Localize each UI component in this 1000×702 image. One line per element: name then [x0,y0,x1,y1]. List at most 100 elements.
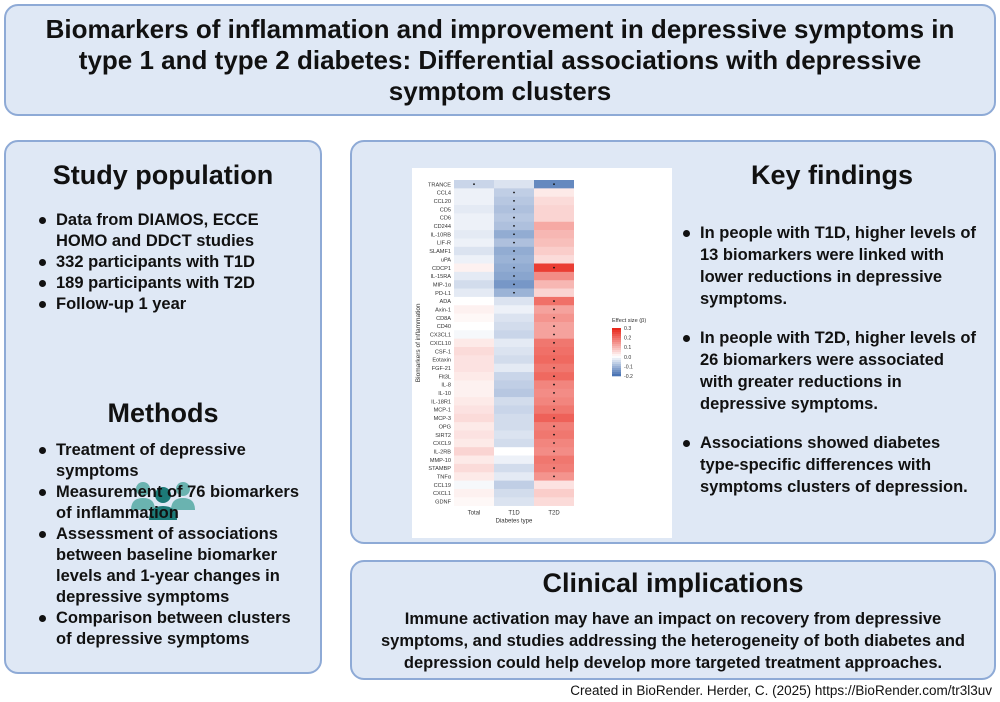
legend-swatch [612,368,621,371]
legend-tick: -0.1 [624,364,633,370]
heatmap-cell [494,463,534,473]
legend-tick: -0.2 [624,374,633,380]
significance-dot [513,291,515,294]
heatmap-cell [494,497,534,506]
row-label: CCL20 [434,199,451,205]
heatmap-cell [494,355,534,364]
heatmap-cell [454,405,494,415]
significance-dot [513,225,515,227]
study-population-list: Data from DIAMOS, ECCE HOMO and DDCT stu… [34,210,308,315]
row-label: MCP-1 [434,408,451,414]
heatmap-cell [454,455,494,465]
legend-swatch [612,366,621,369]
list-item: Measurement of 76 biomarkers of inflamma… [34,482,308,524]
legend-swatch [612,334,621,337]
heatmap-cell [454,497,494,506]
significance-dot [553,392,555,394]
heatmap-cell [454,430,494,440]
legend-tick: 0.2 [624,336,631,342]
legend-swatch [612,372,621,375]
heatmap-cell [454,472,494,481]
heatmap-cell [494,305,534,314]
row-label: CXCL10 [430,341,451,347]
heatmap-cell [494,380,534,390]
row-label: SIRT2 [435,433,451,439]
heatmap-cell [454,188,494,197]
clinical-implications-text: Immune activation may have an impact on … [380,610,966,672]
legend-swatch [612,348,621,351]
significance-dot [513,199,515,202]
people-group-icon [131,482,195,520]
legend-swatch [612,374,621,377]
row-label: LIF-R [437,241,451,247]
heatmap-cell [534,188,574,197]
heatmap-cell [454,280,494,289]
significance-dot [553,408,555,411]
heatmap-cell [534,213,574,223]
heatmap-cell [494,338,534,348]
legend-tick: 0.1 [624,345,631,351]
legend-swatch [612,330,621,333]
heatmap-cell [454,480,494,490]
significance-dot [553,442,555,444]
legend-swatch [612,370,621,373]
heatmap-cell [454,388,494,398]
list-item: 189 participants with T2D [34,273,308,294]
legend-swatch [612,364,621,367]
heatmap-cell [454,246,494,256]
significance-dot [513,233,515,236]
row-label: FGF-21 [432,366,451,372]
row-label: CD8A [436,316,451,322]
footer-credit: Created in BioRender. Herder, C. (2025) … [570,683,992,698]
key-findings-panel: Biomarkers of inflammation TRANCE CCL4 CCL2… [350,140,996,544]
legend-swatch [612,336,621,339]
legend-swatch [612,346,621,349]
significance-dot [513,283,515,286]
significance-dot [553,375,555,378]
significance-dot [553,475,555,478]
significance-dot [553,358,555,361]
row-label: CXCL1 [433,491,451,497]
row-label: SLAMF1 [429,249,451,255]
heatmap-cell [494,313,534,323]
legend-swatch [612,350,621,353]
significance-dot [513,258,515,261]
significance-dot [553,450,555,453]
row-label: CXCL9 [433,441,451,447]
legend-title: Effect size (β) [612,318,646,324]
list-item: In people with T2D, higher levels of 26 … [678,327,978,415]
row-label: TRANCE [428,182,451,188]
heatmap-cell [454,355,494,364]
significance-dot [553,341,555,344]
significance-dot [513,266,515,269]
heatmap-cell [534,246,574,256]
heatmap-cell [534,196,574,206]
row-label: CDCP1 [432,266,451,272]
heatmap-cell [454,438,494,448]
heatmap-cell [494,363,534,373]
heatmap-cell [534,238,574,248]
heatmap-cell [454,338,494,348]
heatmap-cell [454,271,494,281]
row-label: CD6 [440,216,451,222]
row-label: OPG [439,424,451,430]
heatmap-cell [494,388,534,398]
heatmap-cell [454,288,494,298]
heatmap-cell [494,488,534,498]
study-methods-panel: Study population Data from DIAMOS, ECCE … [4,140,322,674]
list-item: Treatment of depressive symptoms [34,440,308,482]
key-findings-heading: Key findings [750,160,913,190]
significance-dot [553,266,555,269]
row-label: Axin-1 [435,308,451,314]
significance-dot [553,316,555,319]
legend-swatch [612,344,621,347]
legend-tick: 0.0 [624,355,631,361]
heatmap-cell [454,230,494,239]
heatmap-cell [494,472,534,481]
significance-dot [553,325,555,328]
heatmap-cell [534,480,574,490]
y-axis-label: Biomarkers of inflammation [415,303,422,382]
row-label: STAMBP [428,466,451,472]
significance-dot [513,250,515,252]
row-label: GDNF [435,500,451,506]
